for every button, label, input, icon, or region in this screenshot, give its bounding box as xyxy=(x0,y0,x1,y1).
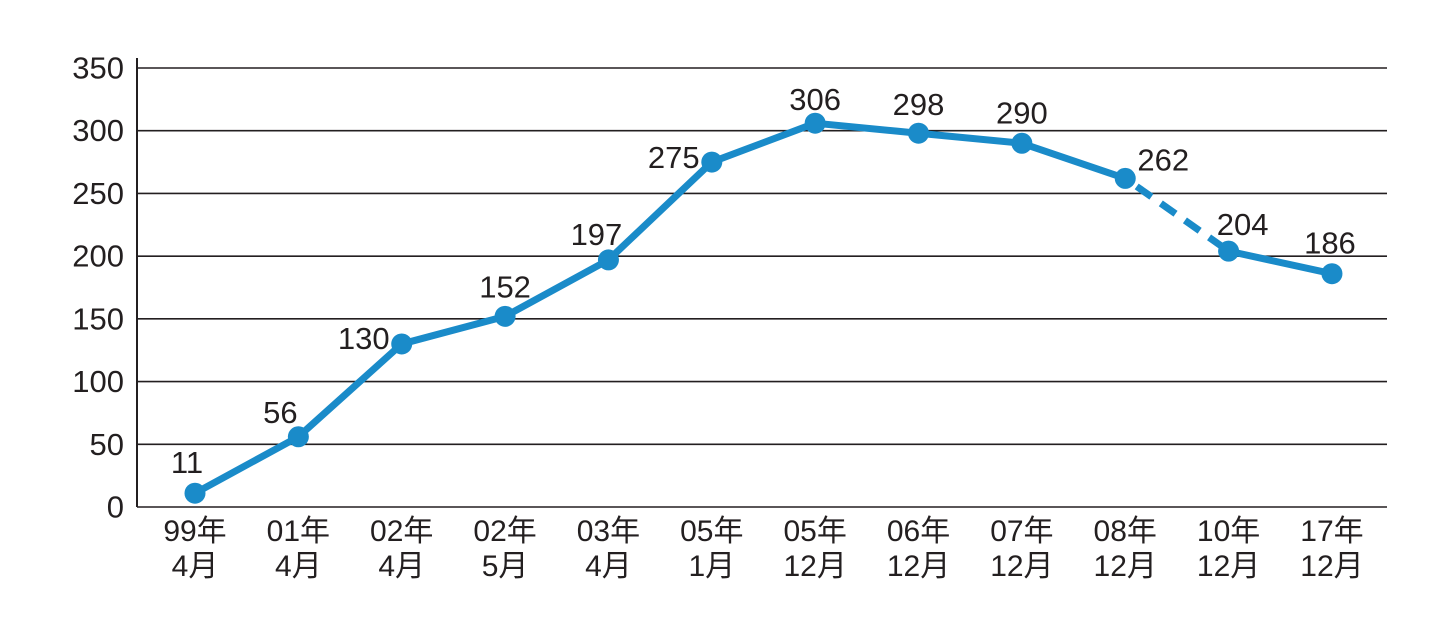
data-point xyxy=(701,151,723,173)
x-axis-tick-label-month: 4月 xyxy=(378,550,425,583)
data-point xyxy=(597,249,619,271)
x-axis-tick-label-month: 4月 xyxy=(585,550,632,583)
data-point-label: 130 xyxy=(338,321,390,356)
x-axis-tick-label-year: 08年 xyxy=(1094,515,1157,548)
data-point-label: 152 xyxy=(479,269,531,304)
x-axis-tick-label-month: 1月 xyxy=(688,550,735,583)
data-point xyxy=(804,112,826,134)
x-axis-tick-label-year: 05年 xyxy=(680,515,743,548)
data-point xyxy=(184,482,206,504)
x-axis-tick-label-year: 07年 xyxy=(990,515,1053,548)
x-axis-tick-label-month: 12月 xyxy=(990,550,1053,583)
x-axis-tick-label-month: 12月 xyxy=(1300,550,1363,583)
y-axis-tick-label: 150 xyxy=(72,301,124,336)
data-point-label: 56 xyxy=(263,395,297,430)
data-point xyxy=(391,333,413,355)
y-axis-tick-label: 350 xyxy=(72,51,124,86)
chart-line-segment-solid xyxy=(294,340,406,441)
chart-line-segment-solid xyxy=(604,158,716,264)
chart-line-segment-solid xyxy=(708,119,819,166)
x-axis-tick-label-month: 12月 xyxy=(1094,550,1157,583)
chart-line-segment-solid xyxy=(915,129,1026,147)
y-axis-tick-label: 100 xyxy=(72,364,124,399)
x-axis-tick-label-year: 02年 xyxy=(370,515,433,548)
data-point-label: 186 xyxy=(1304,226,1356,261)
chart-line-segment-solid xyxy=(1225,247,1336,278)
chart-line-segment-solid xyxy=(811,119,923,137)
chart-line-segment-solid xyxy=(501,256,612,320)
data-point xyxy=(1321,263,1343,285)
data-point xyxy=(908,122,930,144)
x-axis-tick-label-year: 99年 xyxy=(163,515,226,548)
y-axis-tick-label: 0 xyxy=(107,490,124,525)
x-axis-tick-label-month: 4月 xyxy=(172,550,219,583)
x-axis-tick-label-year: 06年 xyxy=(887,515,950,548)
x-axis-tick-label-year: 01年 xyxy=(267,515,330,548)
data-point-label: 204 xyxy=(1217,207,1269,242)
x-axis-tick-label-year: 17年 xyxy=(1300,515,1363,548)
data-point-label: 262 xyxy=(1137,142,1189,177)
chart-line-segment-dashed xyxy=(1123,175,1231,254)
y-axis-tick-label: 250 xyxy=(72,176,124,211)
data-point xyxy=(287,426,309,448)
data-point-label: 275 xyxy=(648,140,700,175)
data-point xyxy=(494,305,516,327)
x-axis-tick-label-month: 12月 xyxy=(1197,550,1260,583)
data-point-label: 11 xyxy=(171,445,203,480)
data-point xyxy=(1218,240,1240,262)
chart-line-segment-solid xyxy=(191,433,302,497)
x-axis-tick-label-year: 10年 xyxy=(1197,515,1260,548)
data-point-label: 290 xyxy=(996,95,1048,130)
data-point-label: 197 xyxy=(571,217,623,252)
data-point xyxy=(1011,132,1033,154)
data-point xyxy=(1114,167,1136,189)
chart-line-segment-solid xyxy=(1018,139,1129,182)
y-axis-tick-label: 300 xyxy=(72,113,124,148)
x-axis-tick-label-month: 12月 xyxy=(887,550,950,583)
chart-line-segment-solid xyxy=(398,312,509,348)
y-axis-tick-label: 200 xyxy=(72,239,124,274)
x-axis-tick-label-month: 5月 xyxy=(482,550,529,583)
x-axis-tick-label-month: 4月 xyxy=(275,550,322,583)
x-axis-tick-label-year: 02年 xyxy=(473,515,536,548)
data-point-label: 298 xyxy=(893,87,945,122)
y-axis-tick-label: 50 xyxy=(90,427,124,462)
x-axis-tick-label-year: 03年 xyxy=(577,515,640,548)
data-point-label: 306 xyxy=(789,82,841,117)
x-axis-tick-label-year: 05年 xyxy=(783,515,846,548)
x-axis-tick-label-month: 12月 xyxy=(783,550,846,583)
